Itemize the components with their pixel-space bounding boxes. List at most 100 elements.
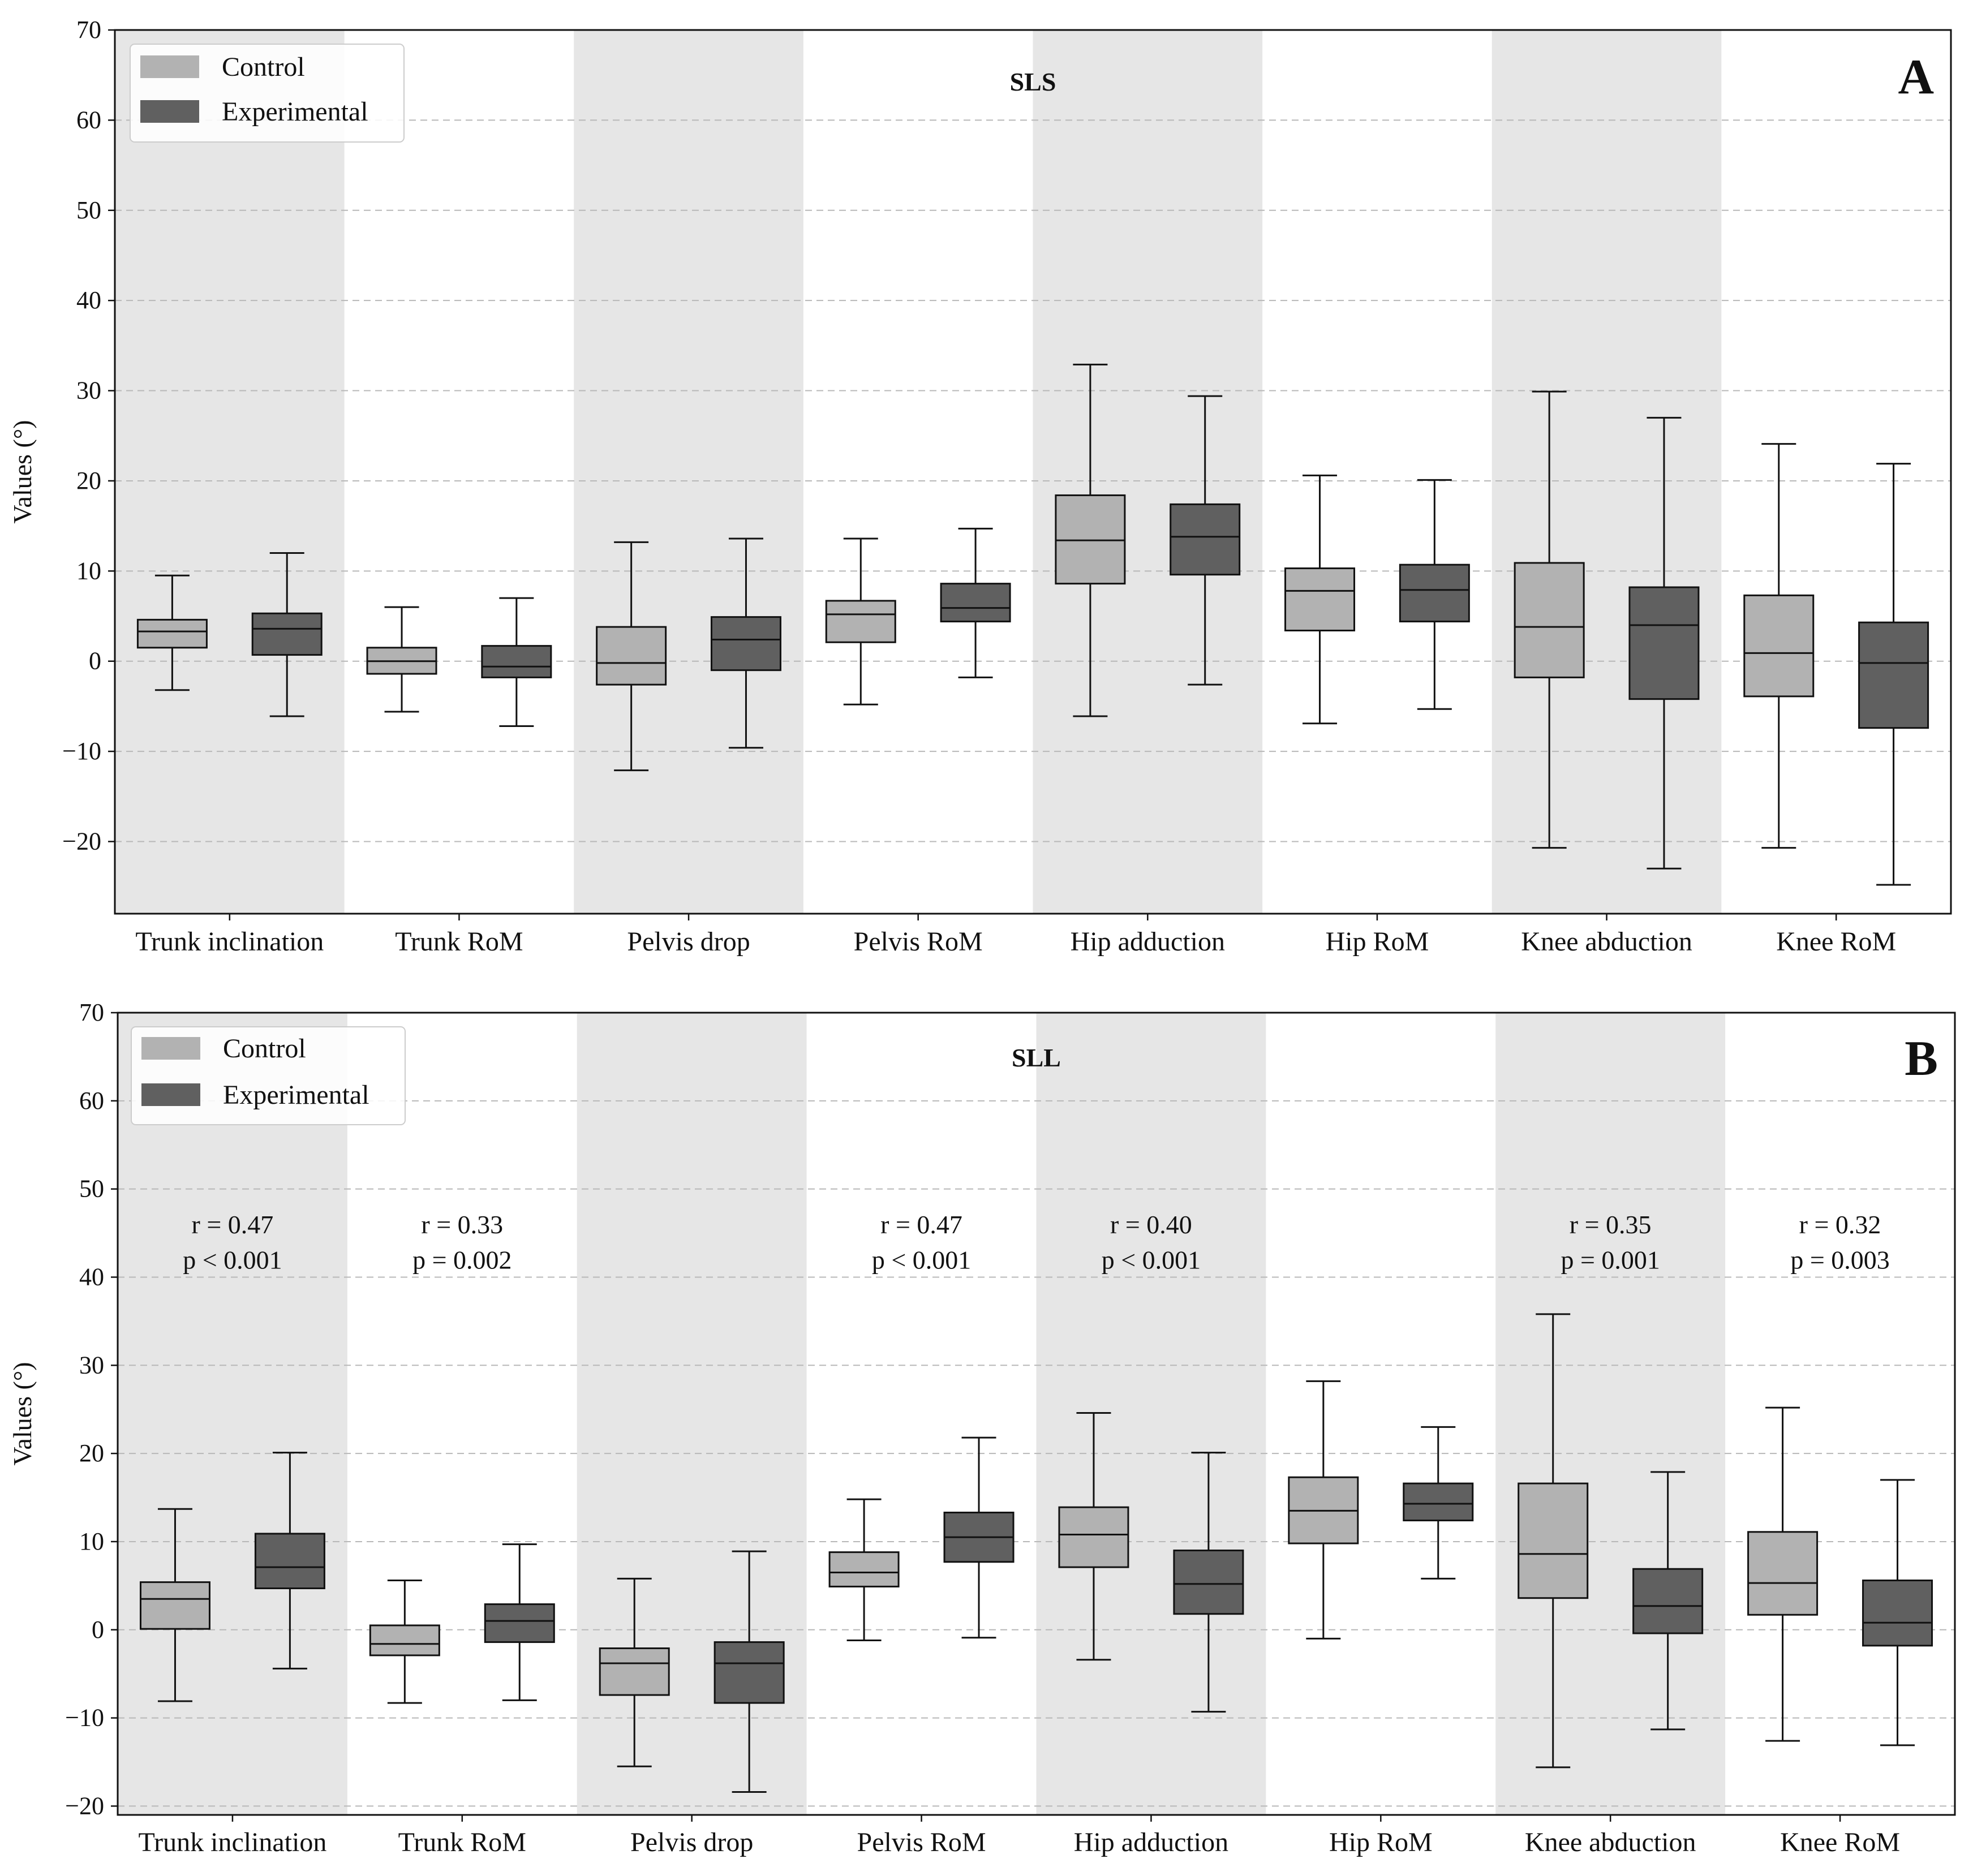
x-tick-label: Hip adduction (1071, 927, 1225, 957)
box-iqr (1055, 494, 1126, 585)
x-tick-label: Knee RoM (1776, 927, 1896, 957)
box-experimental-2 (481, 597, 552, 727)
box-iqr (1173, 1550, 1244, 1615)
category-band (1491, 30, 1722, 914)
y-tick-label: 40 (76, 286, 101, 314)
y-tick-label: 70 (79, 999, 104, 1026)
stat-p-value: p = 0.003 (1790, 1245, 1889, 1274)
box-iqr (1518, 1482, 1589, 1599)
plot-frame (114, 29, 1952, 915)
box-control-1 (136, 574, 208, 691)
stat-p-value: p = 0.002 (412, 1245, 511, 1274)
legend-label-experimental: Experimental (222, 97, 368, 127)
y-tick-label: 60 (79, 1087, 104, 1115)
legend: Control Experimental (131, 1026, 406, 1125)
y-tick-label: 40 (79, 1263, 104, 1290)
y-tick-label: 0 (92, 1616, 104, 1643)
box-control-3 (599, 1577, 670, 1767)
box-iqr (710, 616, 781, 672)
box-control-7 (1518, 1313, 1589, 1769)
x-tick-label: Pelvis RoM (854, 927, 983, 957)
stat-r-value: r = 0.33 (421, 1210, 503, 1239)
x-tick-label: Trunk inclination (135, 927, 324, 957)
y-tick-label: 20 (76, 467, 101, 494)
box-iqr (828, 1551, 900, 1587)
panel-letter: A (1898, 50, 1934, 105)
box-control-2 (369, 1580, 440, 1704)
box-experimental-3 (713, 1550, 785, 1793)
box-iqr (136, 618, 208, 649)
box-experimental-5 (1173, 1452, 1244, 1713)
box-iqr (1399, 563, 1470, 623)
box-iqr (713, 1641, 785, 1704)
box-control-7 (1514, 390, 1585, 849)
y-tick-label: 50 (76, 196, 101, 224)
category-band (1033, 30, 1263, 914)
y-tick-label: 20 (79, 1439, 104, 1467)
legend-label-control: Control (223, 1034, 306, 1064)
x-tick-label: Knee abduction (1525, 1827, 1696, 1857)
box-iqr (1058, 1506, 1129, 1568)
box-iqr (596, 626, 667, 686)
stat-p-value: p < 0.001 (872, 1245, 971, 1274)
box-iqr (1858, 621, 1929, 729)
y-tick-label: −10 (65, 1704, 104, 1732)
box-control-1 (139, 1508, 210, 1702)
box-iqr (1514, 562, 1585, 678)
box-iqr (1743, 594, 1815, 698)
stat-r-value: r = 0.47 (192, 1210, 274, 1239)
box-control-4 (825, 537, 896, 705)
box-experimental-6 (1399, 479, 1470, 710)
legend-swatch-control (141, 1037, 200, 1060)
category-band (118, 1013, 347, 1815)
legend-swatch-control (140, 55, 199, 78)
y-tick-label: −20 (62, 827, 101, 855)
box-experimental-1 (251, 552, 323, 717)
y-tick-label: −10 (62, 737, 101, 765)
box-control-8 (1747, 1406, 1819, 1742)
x-tick-label: Pelvis drop (627, 927, 750, 957)
y-tick-label: 60 (76, 106, 101, 134)
legend: Control Experimental (130, 44, 405, 143)
box-control-6 (1284, 474, 1356, 725)
box-experimental-8 (1862, 1479, 1933, 1746)
box-iqr (1632, 1568, 1704, 1634)
x-tick-label: Pelvis RoM (857, 1827, 986, 1857)
panel-title: SLS (1010, 67, 1056, 96)
x-tick-label: Pelvis drop (630, 1827, 753, 1857)
y-axis-label: Values (°) (8, 1362, 37, 1465)
panel-title: SLL (1012, 1043, 1061, 1072)
box-experimental-4 (943, 1436, 1015, 1639)
plot-frame (117, 1012, 1956, 1816)
box-iqr (254, 1533, 325, 1590)
box-iqr (1403, 1482, 1474, 1522)
category-band (574, 30, 803, 914)
stat-p-value: p < 0.001 (1102, 1245, 1201, 1274)
box-control-5 (1058, 1412, 1129, 1661)
box-iqr (481, 645, 552, 678)
x-tick-label: Knee abduction (1521, 927, 1692, 957)
box-control-5 (1055, 363, 1126, 717)
box-iqr (1628, 586, 1700, 700)
box-control-3 (596, 541, 667, 772)
box-experimental-5 (1170, 395, 1241, 686)
stat-p-value: p = 0.001 (1561, 1245, 1660, 1274)
box-control-8 (1743, 443, 1815, 849)
category-band (1495, 1013, 1726, 1815)
legend-label-experimental: Experimental (223, 1080, 369, 1110)
box-experimental-7 (1632, 1471, 1704, 1731)
box-experimental-3 (710, 537, 781, 749)
box-control-6 (1288, 1380, 1359, 1640)
stat-r-value: r = 0.32 (1799, 1210, 1881, 1239)
box-iqr (1862, 1580, 1933, 1647)
box-iqr (825, 600, 896, 643)
legend-swatch-experimental (140, 100, 199, 123)
box-iqr (484, 1603, 555, 1643)
box-iqr (251, 612, 323, 656)
box-experimental-2 (484, 1543, 555, 1701)
box-control-2 (366, 606, 437, 713)
chart-panel-a: −20 −10 0 10 20 30 40 50 60 70 Values (°) Trunk inc… (8, 16, 1952, 957)
x-tick-label: Hip RoM (1326, 927, 1429, 957)
stat-r-value: r = 0.40 (1110, 1210, 1192, 1239)
